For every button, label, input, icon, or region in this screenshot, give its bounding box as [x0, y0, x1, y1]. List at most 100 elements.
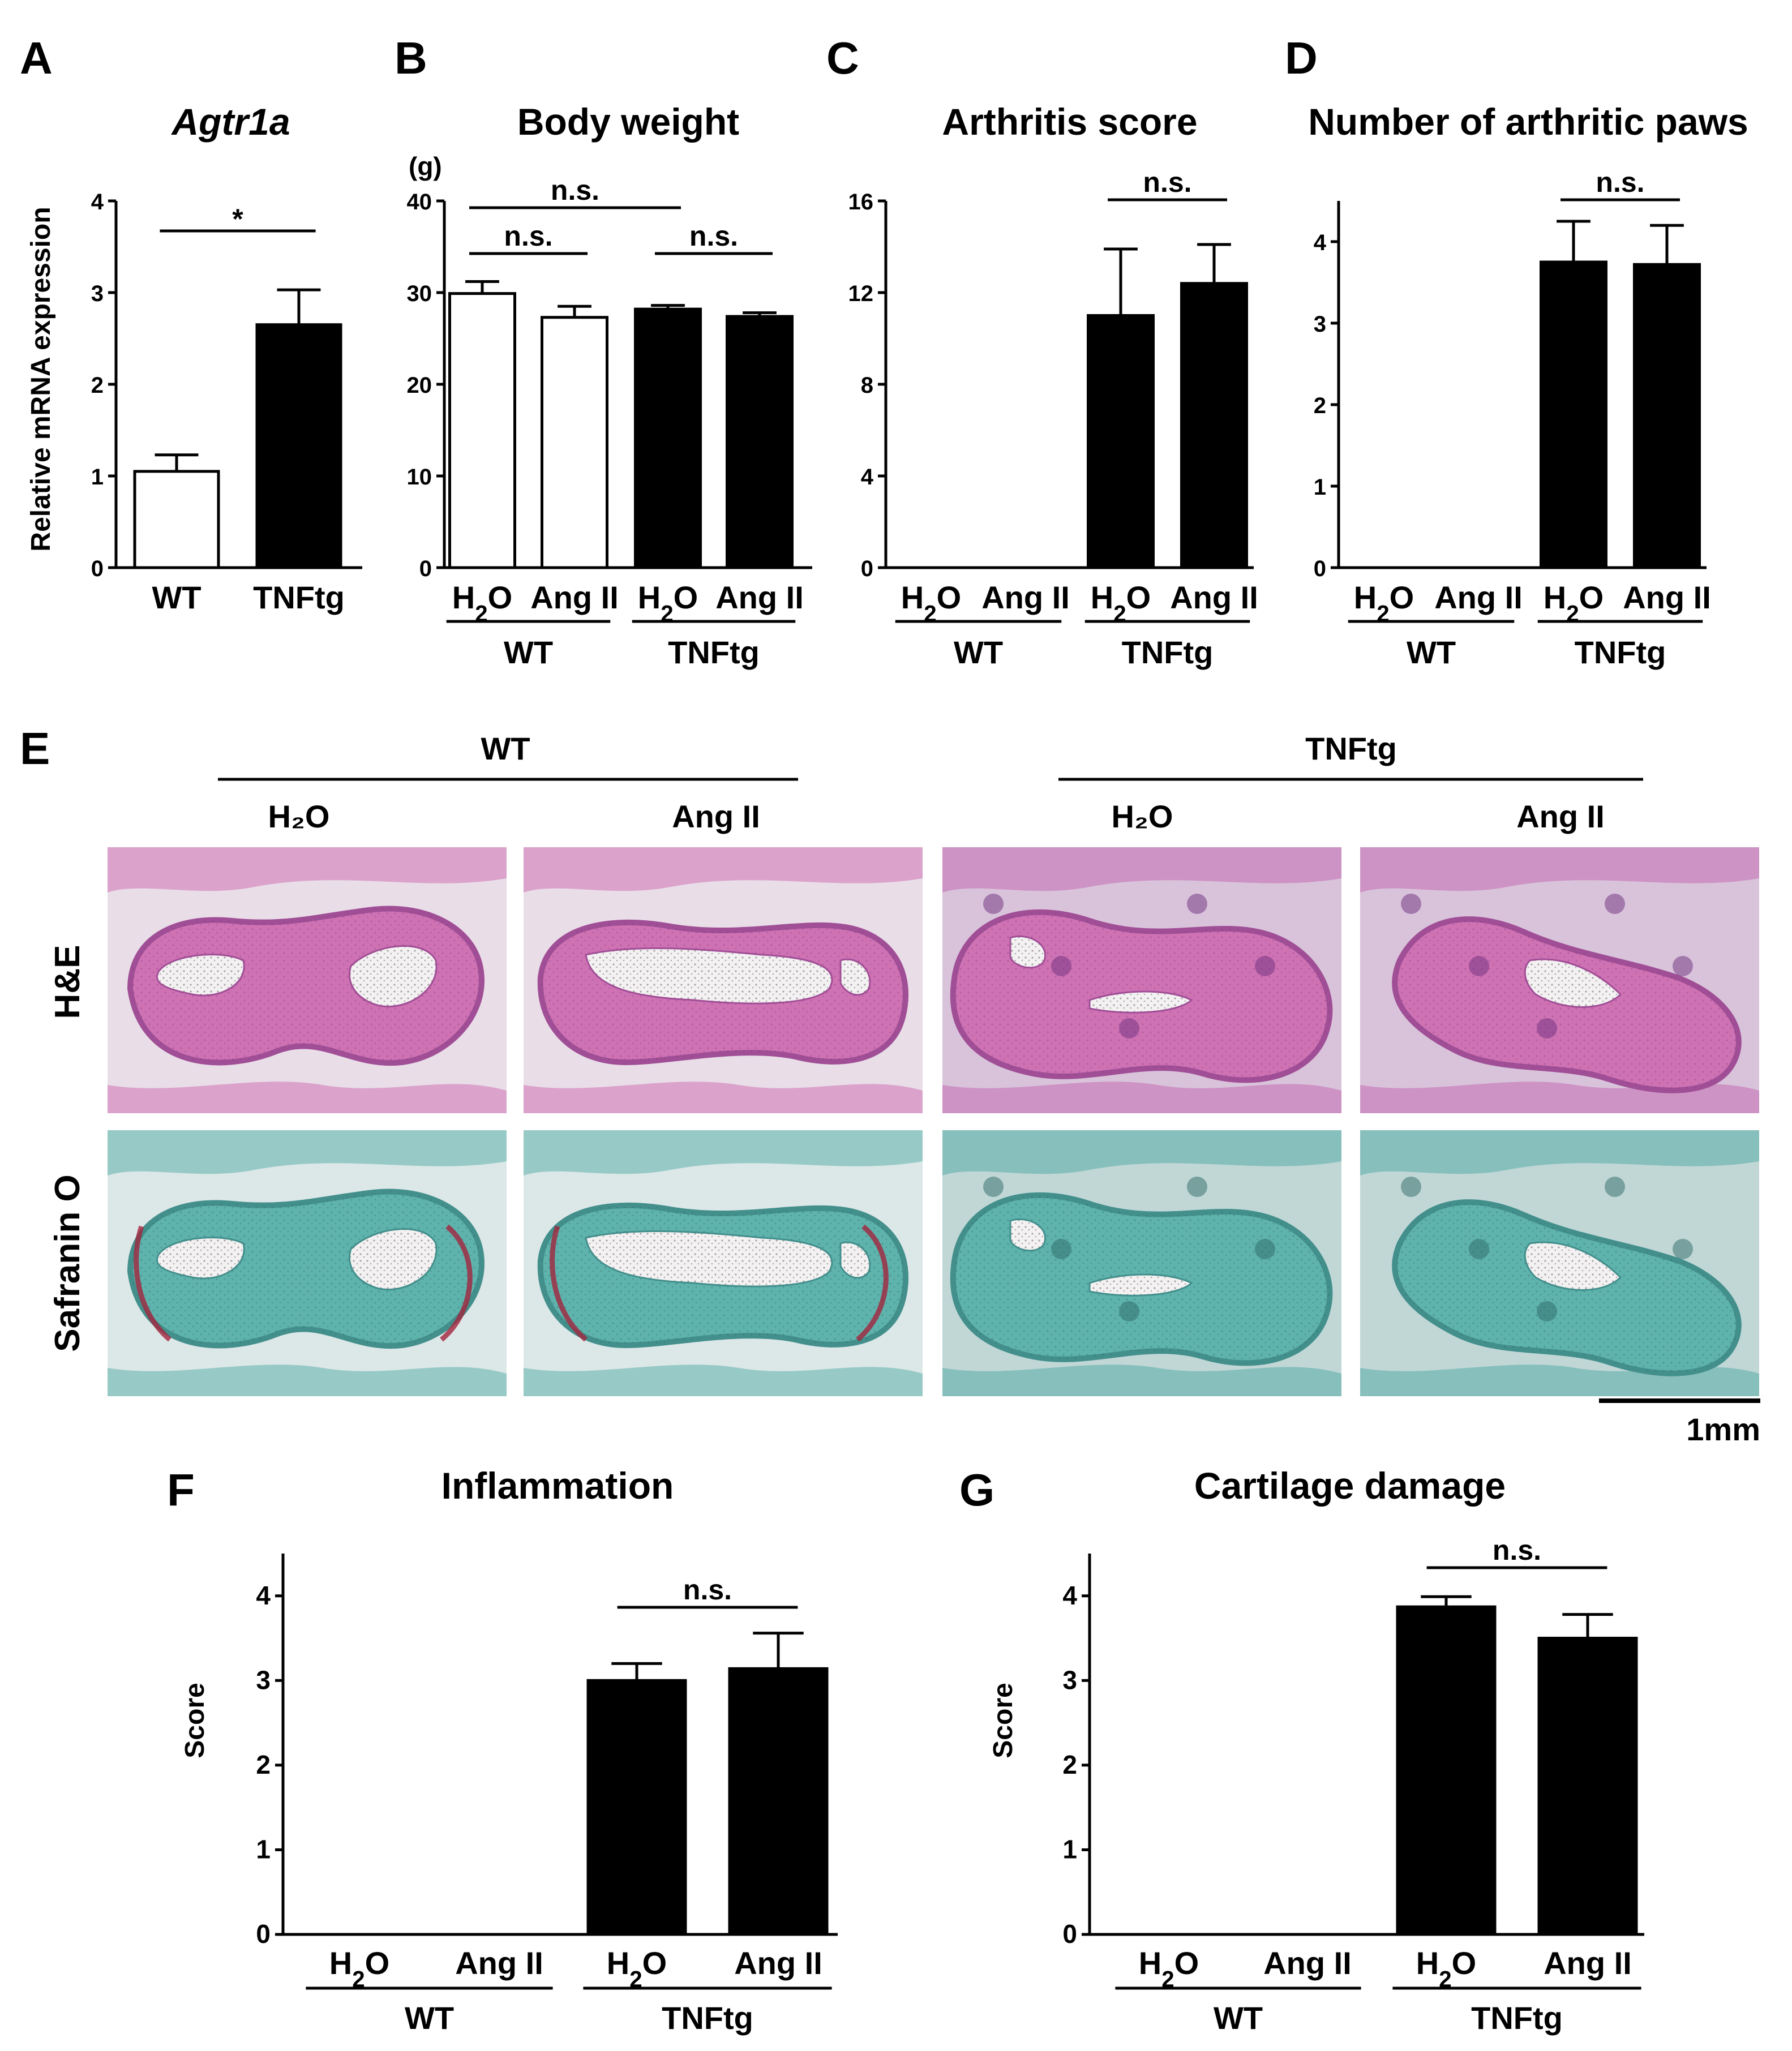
inflammatory-infiltrate	[983, 894, 1004, 914]
panel-label-f: F	[167, 1465, 195, 1515]
significance-label-b: n.s.	[689, 220, 738, 252]
bar-c	[1180, 282, 1248, 569]
soft-tissue	[942, 1082, 1341, 1113]
category-label-b: Ang II	[715, 580, 804, 615]
marrow-cavity	[348, 1228, 438, 1290]
bar-b	[634, 307, 702, 569]
y-tick-label-a: 1	[91, 465, 104, 490]
soft-tissue	[942, 1365, 1341, 1396]
significance-label-f: n.s.	[683, 1574, 732, 1606]
marrow-cavity	[1009, 1218, 1047, 1252]
soft-tissue	[108, 847, 507, 893]
inflammatory-infiltrate	[1051, 956, 1071, 976]
marrow-cavity	[1009, 935, 1047, 969]
category-label-g: Ang II	[1544, 1945, 1632, 1981]
inflammatory-infiltrate	[1673, 1239, 1693, 1259]
marrow-cavity	[156, 954, 245, 997]
panel-c: C Arthritis score 0 4 8 12 16 H2O Ang II H2O Ang…	[826, 33, 1258, 670]
bar-d	[1540, 260, 1607, 569]
group-label-d: WT	[1407, 634, 1456, 670]
y-tick-label-f: 2	[256, 1750, 271, 1779]
y-tick-label-c: 0	[861, 556, 873, 581]
y-tick-label-c: 12	[848, 281, 874, 306]
micrograph-content	[108, 847, 507, 1113]
panel-e: E WT TNFtg H₂O Ang II H₂O Ang II H&E Saf…	[20, 723, 1760, 1447]
category-label-c: Ang II	[981, 580, 1070, 615]
category-label-g: Ang II	[1263, 1945, 1352, 1981]
panel-label-b: B	[395, 33, 427, 83]
category-label-b: Ang II	[530, 580, 619, 615]
category-label-g: H2O	[1416, 1945, 1476, 1992]
marrow-cavity	[1088, 990, 1193, 1014]
category-label-d: H2O	[1354, 580, 1414, 627]
y-tick-label-g: 2	[1062, 1750, 1077, 1779]
category-label-c: H2O	[1091, 580, 1151, 627]
bar-f	[728, 1667, 829, 1936]
bars-b: 0 10 20 30 40 H2O Ang II H2O Ang II WT TNFtg n.s. n.…	[407, 174, 812, 670]
significance-label-d: n.s.	[1596, 166, 1644, 198]
histology-col-label-1: H₂O	[268, 799, 330, 834]
soft-tissue	[524, 1130, 923, 1175]
panel-label-d: D	[1285, 33, 1318, 83]
cartilage-stain	[856, 1224, 889, 1342]
marrow-cavity	[1524, 1241, 1622, 1291]
marrow-cavity	[585, 1230, 833, 1288]
panel-d: D Number of arthritic paws 0 1 2 3 4 H2O Ang I…	[1285, 33, 1748, 670]
y-tick-label-c: 8	[861, 373, 873, 398]
y-tick-label-g: 1	[1062, 1834, 1077, 1864]
inflammatory-infiltrate	[1401, 894, 1421, 914]
histology-row-label-safranin: Safranin O	[48, 1174, 87, 1352]
group-label-f: TNFtg	[662, 2000, 753, 2036]
category-label-c: H2O	[901, 580, 961, 627]
bar-b	[448, 292, 516, 569]
histology-row-label-he: H&E	[48, 945, 87, 1019]
histology-grid	[108, 847, 1759, 1396]
y-tick-label-c: 4	[861, 465, 874, 490]
micrograph-safranin-3	[942, 1130, 1341, 1396]
category-label-a: TNFtg	[253, 580, 345, 615]
y-axis-label-a: Relative mRNA expression	[26, 207, 56, 551]
y-tick-label-d: 3	[1314, 312, 1326, 337]
soft-tissue	[108, 1130, 507, 1175]
y-tick-label-g: 0	[1062, 1919, 1077, 1949]
panel-a: A Agtr1a Relative mRNA expression 0 1 2 3 4 W…	[20, 33, 362, 615]
category-label-a: WT	[152, 580, 201, 615]
micrograph-safranin-1	[108, 1130, 507, 1396]
micrograph-he-1	[108, 847, 507, 1113]
bar-g	[1396, 1605, 1497, 1936]
micrograph-safranin-4	[1360, 1130, 1759, 1396]
chart-title-g: Cartilage damage	[1194, 1465, 1506, 1507]
bar-b	[726, 315, 794, 569]
inflammatory-infiltrate	[1401, 1177, 1421, 1197]
micrograph-he-3	[942, 847, 1341, 1113]
marrow-cavity	[839, 958, 871, 996]
micrograph-content	[942, 847, 1341, 1113]
y-tick-label-g: 3	[1062, 1665, 1077, 1694]
chart-title-d: Number of arthritic paws	[1308, 101, 1748, 143]
marrow-cavity	[1524, 958, 1622, 1008]
category-label-b: H2O	[638, 580, 698, 627]
y-tick-label-a: 2	[91, 373, 104, 398]
soft-tissue	[524, 847, 923, 893]
y-tick-label-b: 10	[407, 465, 432, 490]
histology-col-label-3: H₂O	[1112, 799, 1173, 834]
histology-group-wt: WT	[481, 731, 530, 766]
inflammatory-infiltrate	[983, 1177, 1004, 1197]
inflammatory-infiltrate	[1537, 1301, 1557, 1321]
significance-label-b: n.s.	[504, 220, 552, 252]
bars-a: 0 1 2 3 4 WT TNFtg *	[91, 190, 362, 615]
y-tick-label-b: 0	[419, 556, 432, 581]
inflammatory-infiltrate	[1051, 1239, 1071, 1259]
cartilage-stain	[134, 1225, 172, 1342]
micrograph-content	[524, 847, 923, 1113]
category-label-b: H2O	[452, 580, 512, 627]
inflammatory-infiltrate	[1119, 1018, 1139, 1039]
marrow-cavity	[585, 947, 833, 1005]
y-axis-label-g: Score	[988, 1683, 1018, 1758]
soft-tissue	[942, 847, 1341, 893]
histology-col-label-4: Ang II	[1516, 799, 1605, 834]
micrograph-he-2	[524, 847, 923, 1113]
category-label-f: Ang II	[734, 1945, 822, 1981]
category-label-d: Ang II	[1623, 580, 1711, 615]
